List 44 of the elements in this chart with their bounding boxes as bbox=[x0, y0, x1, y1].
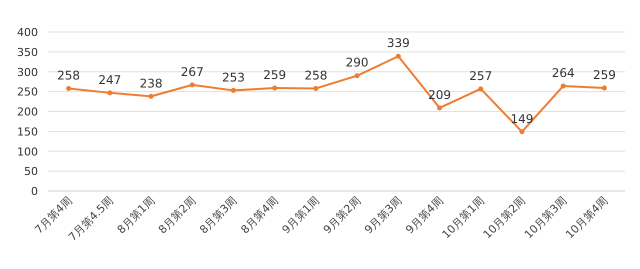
point bbox=[148, 94, 154, 99]
point bbox=[519, 129, 524, 134]
data-label: 257 bbox=[469, 68, 492, 83]
x-tick-label: 8月第3周 bbox=[197, 194, 240, 236]
data-label: 264 bbox=[552, 66, 575, 80]
point bbox=[602, 86, 607, 91]
point bbox=[272, 86, 278, 91]
y-tick-label: 300 bbox=[17, 66, 38, 79]
data-label: 209 bbox=[428, 88, 451, 102]
data-label: 258 bbox=[57, 68, 80, 82]
x-tick-label: 8月第1周 bbox=[114, 194, 158, 236]
data-label: 258 bbox=[304, 68, 328, 82]
y-tick-label: 250 bbox=[17, 86, 38, 99]
data-label: 259 bbox=[592, 68, 616, 82]
data-label: 149 bbox=[510, 112, 534, 126]
data-label: 247 bbox=[98, 72, 122, 87]
x-tick-label: 9月第3周 bbox=[362, 194, 404, 236]
y-tick-label: 400 bbox=[17, 26, 38, 39]
x-tick-label: 9月第2周 bbox=[320, 194, 364, 236]
data-label: 253 bbox=[222, 70, 245, 84]
x-tick-label: 8月第2周 bbox=[156, 194, 198, 236]
data-label: 259 bbox=[263, 68, 286, 82]
y-tick-label: 50 bbox=[24, 165, 38, 178]
point bbox=[478, 86, 484, 92]
y-tick-label: 0 bbox=[31, 185, 38, 198]
y-tick-label: 100 bbox=[17, 145, 38, 158]
point bbox=[66, 86, 72, 91]
point bbox=[437, 105, 442, 110]
y-tick-label: 350 bbox=[17, 46, 38, 59]
y-tick-label: 200 bbox=[17, 106, 38, 118]
point bbox=[107, 90, 112, 96]
data-label: 267 bbox=[180, 64, 204, 79]
point bbox=[396, 54, 401, 59]
x-tick-label: 8月第4周 bbox=[238, 194, 281, 236]
data-label: 238 bbox=[140, 76, 162, 90]
point bbox=[313, 86, 318, 91]
x-tick-label: 9月第1周 bbox=[280, 194, 322, 236]
point bbox=[560, 84, 566, 89]
point bbox=[230, 88, 236, 93]
y-tick-label: 150 bbox=[17, 125, 38, 138]
point bbox=[354, 73, 360, 78]
point bbox=[190, 82, 195, 88]
data-label: 339 bbox=[386, 36, 410, 50]
data-label: 290 bbox=[346, 56, 369, 70]
